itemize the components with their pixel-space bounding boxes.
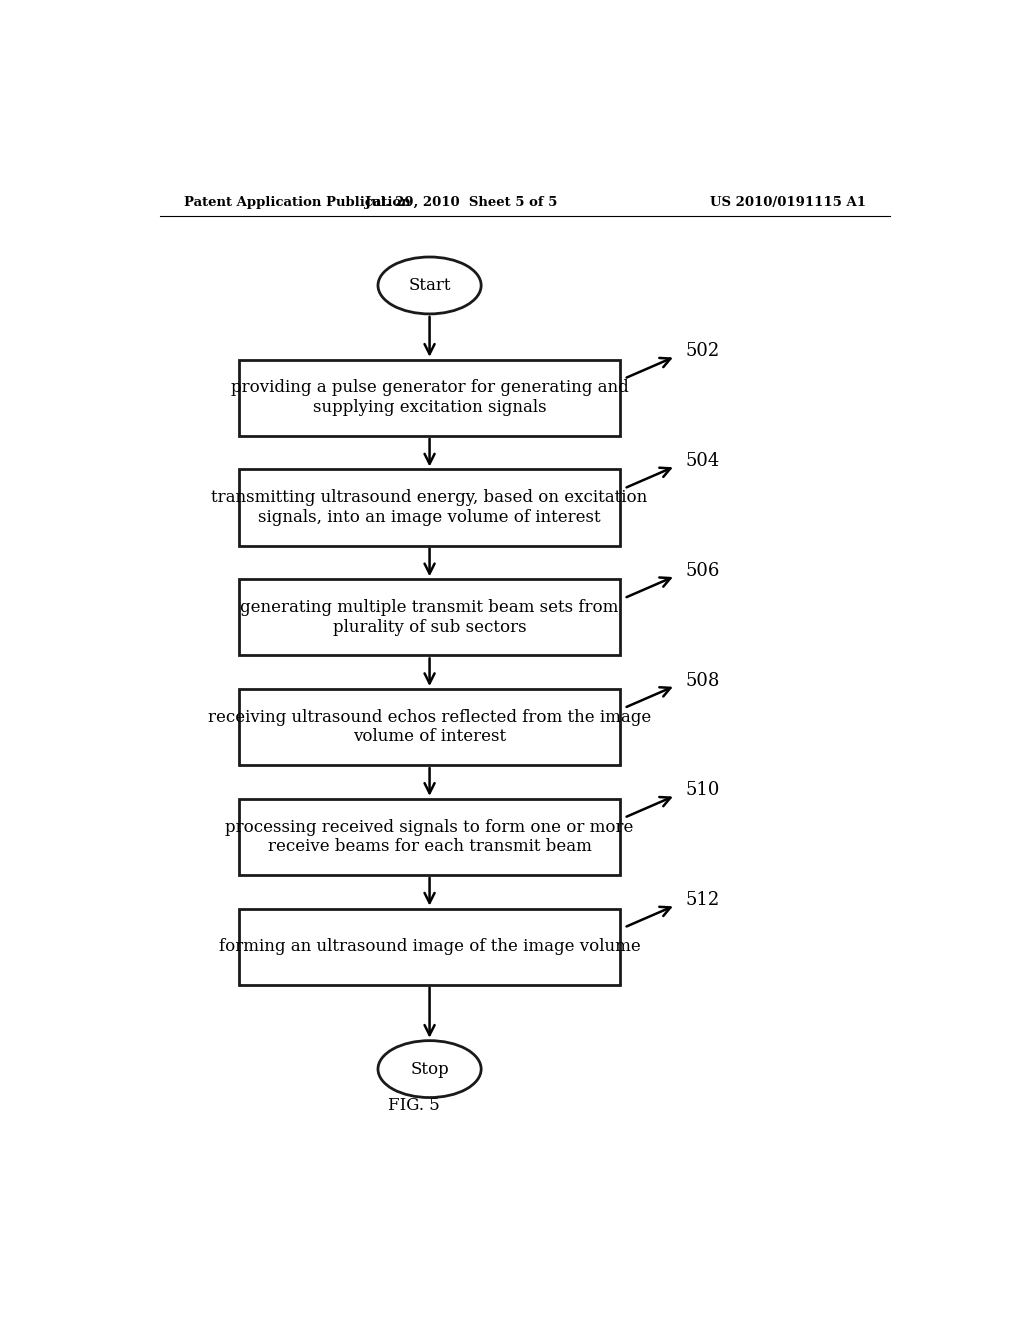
Text: generating multiple transmit beam sets from
plurality of sub sectors: generating multiple transmit beam sets f… (241, 599, 618, 636)
Text: Stop: Stop (411, 1060, 449, 1077)
Text: providing a pulse generator for generating and
supplying excitation signals: providing a pulse generator for generati… (230, 379, 629, 416)
FancyBboxPatch shape (240, 799, 620, 875)
Text: processing received signals to form one or more
receive beams for each transmit : processing received signals to form one … (225, 818, 634, 855)
Text: 508: 508 (685, 672, 720, 689)
Text: 510: 510 (685, 781, 720, 800)
Text: US 2010/0191115 A1: US 2010/0191115 A1 (710, 195, 866, 209)
Text: 504: 504 (685, 451, 719, 470)
FancyBboxPatch shape (240, 579, 620, 656)
Text: Patent Application Publication: Patent Application Publication (183, 195, 411, 209)
Text: receiving ultrasound echos reflected from the image
volume of interest: receiving ultrasound echos reflected fro… (208, 709, 651, 746)
Text: Jul. 29, 2010  Sheet 5 of 5: Jul. 29, 2010 Sheet 5 of 5 (366, 195, 557, 209)
FancyBboxPatch shape (240, 908, 620, 985)
Text: 512: 512 (685, 891, 719, 909)
Text: Start: Start (409, 277, 451, 294)
Ellipse shape (378, 257, 481, 314)
FancyBboxPatch shape (240, 689, 620, 766)
FancyBboxPatch shape (240, 359, 620, 436)
Text: forming an ultrasound image of the image volume: forming an ultrasound image of the image… (219, 939, 640, 956)
Ellipse shape (378, 1040, 481, 1097)
Text: 506: 506 (685, 562, 720, 579)
Text: transmitting ultrasound energy, based on excitation
signals, into an image volum: transmitting ultrasound energy, based on… (211, 490, 648, 525)
Text: 502: 502 (685, 342, 719, 360)
Text: FIG. 5: FIG. 5 (388, 1097, 439, 1114)
FancyBboxPatch shape (240, 470, 620, 545)
